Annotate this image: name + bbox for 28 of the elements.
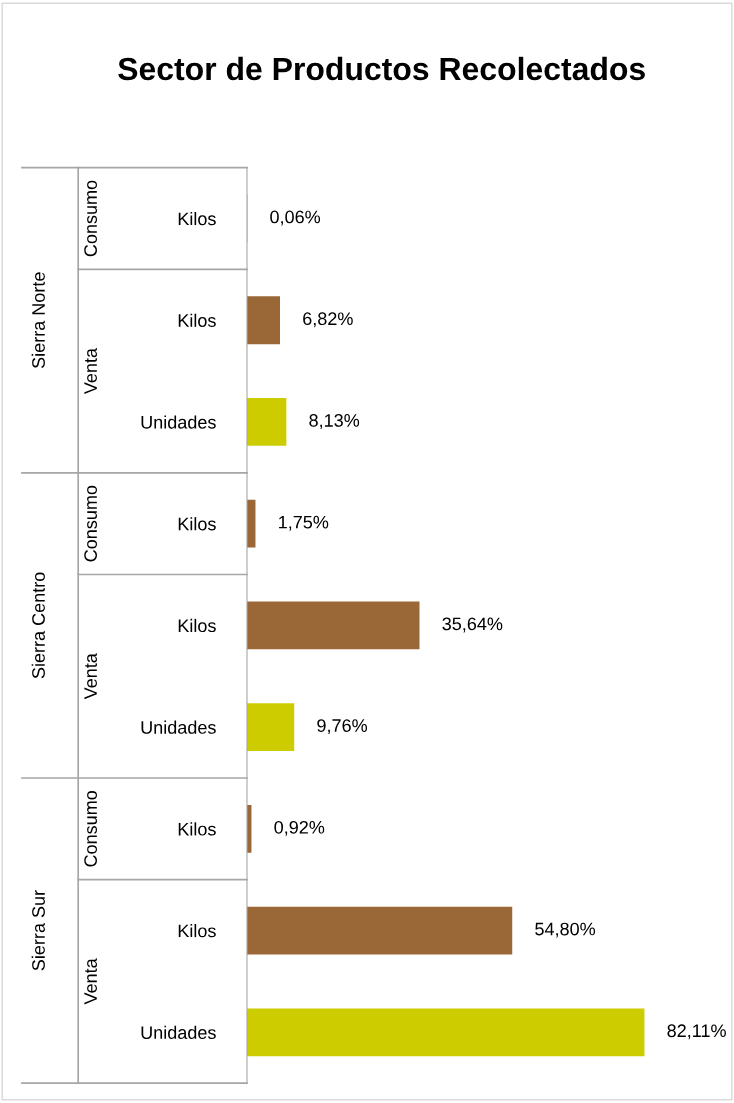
text: Venta	[84, 653, 97, 700]
text: Sierra Centro	[31, 572, 45, 679]
text: Sierra Sur	[31, 890, 45, 971]
y-tick-label: Kilos	[178, 211, 216, 226]
data-label: 8,13%	[309, 414, 360, 429]
data-label: 9,76%	[317, 719, 368, 735]
data-label: 82,11%	[667, 1024, 726, 1040]
text: Sierra Norte	[31, 272, 45, 369]
y-tick-label: Kilos	[178, 924, 216, 938]
data-label: 1,75%	[279, 515, 329, 531]
text: Consumo	[84, 485, 97, 562]
y-tick-label: Kilos	[178, 313, 216, 327]
y-tick-label: Kilos	[178, 618, 216, 633]
y-tick-label: Unidades	[141, 720, 216, 734]
data-label: 54,80%	[535, 922, 596, 938]
data-label: 35,64%	[442, 617, 503, 633]
text: Venta	[84, 958, 97, 1005]
data-label: 6,82%	[303, 312, 353, 328]
text: Consumo	[84, 180, 97, 257]
y-tick-label: Unidades	[141, 1025, 216, 1040]
y-tick-label: Kilos	[178, 517, 216, 531]
text: Venta	[84, 348, 97, 395]
chart-title: Sector de Productos Recolectados	[118, 56, 645, 81]
data-label: 0,06%	[270, 210, 321, 226]
data-label: 0,92%	[274, 820, 325, 836]
text: Consumo	[84, 790, 97, 867]
y-tick-label: Unidades	[141, 415, 216, 429]
y-tick-label: Kilos	[178, 822, 216, 836]
